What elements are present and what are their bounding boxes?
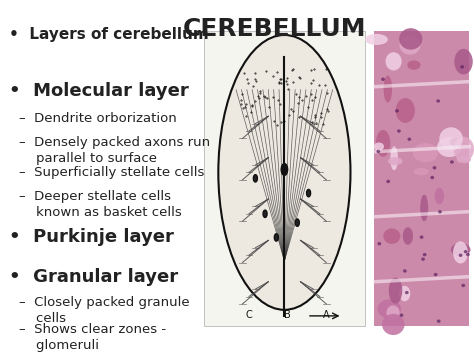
Ellipse shape [403,227,413,245]
Ellipse shape [405,291,409,294]
Ellipse shape [383,228,401,244]
Text: –  Deeper stellate cells
    known as basket cells: – Deeper stellate cells known as basket … [19,190,182,219]
Ellipse shape [437,320,441,323]
Ellipse shape [390,146,398,170]
Ellipse shape [307,190,310,197]
Ellipse shape [219,35,350,310]
Ellipse shape [295,219,299,226]
Ellipse shape [450,160,454,164]
Ellipse shape [396,98,415,123]
Ellipse shape [263,210,267,218]
Ellipse shape [408,137,411,141]
Ellipse shape [399,28,422,50]
Ellipse shape [365,34,388,45]
Ellipse shape [456,156,471,163]
Ellipse shape [414,168,429,175]
Ellipse shape [460,65,464,69]
Ellipse shape [459,253,463,257]
Ellipse shape [400,36,420,55]
Ellipse shape [450,138,463,146]
Ellipse shape [464,250,467,253]
Ellipse shape [413,143,438,162]
Ellipse shape [399,286,410,301]
Bar [204,31,365,326]
Text: –  Closely packed granule
    cells: – Closely packed granule cells [19,295,190,324]
Ellipse shape [381,77,385,81]
Ellipse shape [389,278,402,304]
Ellipse shape [438,210,442,213]
Text: –  Densely packed axons run
    parallel to surface: – Densely packed axons run parallel to s… [19,136,210,165]
Ellipse shape [374,142,384,151]
Ellipse shape [274,234,278,241]
Text: •  Purkinje layer: • Purkinje layer [9,228,174,246]
Ellipse shape [382,314,405,335]
Ellipse shape [254,175,257,182]
Ellipse shape [386,180,390,183]
Ellipse shape [423,253,427,256]
Text: •  Layers of cerebellum: • Layers of cerebellum [9,27,209,42]
Ellipse shape [376,130,390,157]
Ellipse shape [420,195,428,221]
Ellipse shape [435,187,444,204]
Ellipse shape [436,99,440,103]
Ellipse shape [454,49,473,75]
Text: –  Shows clear zones -
    glomeruli: – Shows clear zones - glomeruli [19,323,166,352]
Ellipse shape [400,313,403,317]
Ellipse shape [466,253,470,256]
Text: B: B [284,310,291,320]
Ellipse shape [439,127,463,151]
Ellipse shape [385,52,401,71]
Ellipse shape [383,76,392,103]
Ellipse shape [419,235,423,239]
Text: –  Superficially stellate cells: – Superficially stellate cells [19,166,204,179]
Text: C: C [246,310,252,320]
Ellipse shape [421,257,425,261]
Ellipse shape [434,273,438,276]
Ellipse shape [377,299,401,318]
Ellipse shape [433,166,437,169]
Text: –  Dendrite orborization: – Dendrite orborization [19,112,177,125]
Text: CEREBELLUM: CEREBELLUM [183,17,367,41]
Ellipse shape [377,242,381,245]
Ellipse shape [454,137,474,162]
Ellipse shape [461,284,465,287]
Ellipse shape [437,137,462,157]
Ellipse shape [451,243,471,256]
Ellipse shape [430,176,434,179]
Ellipse shape [281,164,288,175]
Text: •  Molecular layer: • Molecular layer [9,82,189,99]
Ellipse shape [395,109,399,113]
Ellipse shape [386,305,400,320]
Ellipse shape [403,269,407,273]
Ellipse shape [453,241,468,263]
Text: A: A [323,310,329,320]
Ellipse shape [376,150,380,153]
Ellipse shape [407,60,420,70]
Bar [374,31,469,326]
Ellipse shape [397,129,401,133]
Text: •  Granular layer: • Granular layer [9,268,179,286]
Ellipse shape [388,157,402,165]
